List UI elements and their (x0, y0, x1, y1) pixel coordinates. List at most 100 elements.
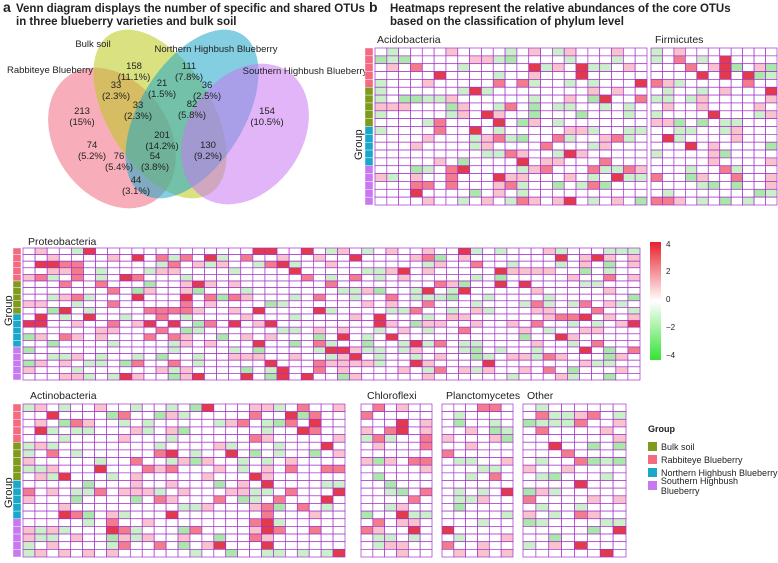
heatmap-cell-firmicutes (662, 134, 675, 143)
heatmap-cell-actinobacteria (118, 548, 131, 558)
heatmap-cell-proteobacteria (325, 274, 338, 282)
heatmap-cell-proteobacteria (179, 320, 193, 328)
heatmap-cell-proteobacteria (143, 340, 157, 348)
heatmap-cell-chloroflexi (419, 472, 433, 481)
heatmap-cell-proteobacteria (325, 287, 338, 295)
heatmap-cell-proteobacteria (470, 280, 484, 288)
heatmap-cell-firmicutes (650, 63, 663, 72)
heatmap-cell-proteobacteria (567, 247, 580, 255)
heatmap-cell-acidobacteria (599, 71, 612, 80)
heatmap-cell-chloroflexi (372, 541, 386, 550)
group-strip-cell (12, 434, 22, 443)
heatmap-cell-planctomycetes (500, 510, 514, 520)
heatmap-cell-proteobacteria (179, 267, 193, 275)
heatmap-cell-proteobacteria (603, 373, 617, 381)
heatmap-cell-chloroflexi (384, 441, 397, 451)
venn-region-count: 111 (182, 61, 196, 72)
legend-label: Bulk soil (661, 441, 695, 452)
heatmap-cell-proteobacteria (216, 280, 230, 288)
heatmap-cell-acidobacteria (433, 196, 447, 206)
venn-region-count: 158 (126, 61, 142, 72)
heatmap-cell-proteobacteria (240, 313, 254, 321)
heatmap-cell-proteobacteria (385, 346, 399, 354)
heatmap-cell-chloroflexi (384, 472, 397, 481)
heatmap-cell-other (599, 480, 614, 489)
heatmap-cell-firmicutes (662, 149, 675, 159)
heatmap-cell-acidobacteria (410, 94, 423, 104)
heatmap-cell-proteobacteria (554, 280, 568, 288)
heatmap-cell-proteobacteria (34, 254, 48, 262)
heatmap-cell-proteobacteria (433, 247, 447, 255)
group-strip-cell (12, 495, 22, 504)
heatmap-cell-acidobacteria (421, 94, 435, 104)
heatmap-cell-firmicutes (685, 188, 698, 198)
heatmap-cell-acidobacteria (563, 118, 577, 127)
heatmap-cell-proteobacteria (397, 353, 411, 361)
group-strip-cell (364, 47, 374, 57)
heatmap-cell-other (548, 533, 562, 543)
heatmap-cell-proteobacteria (603, 366, 617, 374)
heatmap-cell-proteobacteria (179, 346, 193, 354)
heatmap-cell-proteobacteria (433, 280, 447, 288)
heatmap-cell-firmicutes (673, 165, 686, 174)
heatmap-cell-proteobacteria (506, 307, 520, 315)
heatmap-cell-acidobacteria (504, 118, 518, 127)
heatmap-cell-acidobacteria (374, 102, 388, 112)
heatmap-cell-proteobacteria (252, 287, 266, 295)
heatmap-cell-proteobacteria (470, 346, 484, 354)
heatmap-cell-proteobacteria (567, 326, 580, 335)
heatmap-cell-proteobacteria (591, 373, 605, 381)
heatmap-cell-proteobacteria (458, 373, 471, 381)
heatmap-cell-proteobacteria (542, 254, 556, 262)
heatmap-title-actinobacteria: Actinobacteria (30, 390, 97, 402)
heatmap-cell-actinobacteria (106, 464, 119, 474)
heatmap-cell-proteobacteria (313, 340, 326, 348)
heatmap-cell-firmicutes (685, 55, 698, 65)
heatmap-cell-actinobacteria (285, 510, 298, 520)
heatmap-cell-proteobacteria (385, 300, 399, 308)
heatmap-cell-actinobacteria (189, 441, 203, 451)
heatmap-cell-acidobacteria (421, 79, 435, 88)
heatmap-cell-proteobacteria (373, 359, 387, 368)
heatmap-cell-acidobacteria (540, 165, 553, 174)
heatmap-cell-actinobacteria (261, 418, 274, 428)
heatmap-cell-acidobacteria (575, 79, 589, 88)
heatmap-cell-proteobacteria (34, 247, 48, 255)
heatmap-cell-actinobacteria (153, 503, 167, 512)
heatmap-cell-acidobacteria (386, 55, 400, 65)
heatmap-cell-proteobacteria (313, 320, 326, 328)
heatmap-cell-actinobacteria (261, 449, 274, 458)
heatmap-cell-proteobacteria (46, 346, 60, 354)
heatmap-cell-proteobacteria (615, 346, 629, 354)
heatmap-cell-proteobacteria (95, 280, 109, 288)
heatmap-cell-acidobacteria (445, 71, 459, 80)
heatmap-cell-proteobacteria (276, 313, 290, 321)
heatmap-cell-firmicutes (650, 141, 663, 151)
heatmap-cell-proteobacteria (131, 373, 145, 381)
heatmap-cell-proteobacteria (264, 260, 278, 269)
heatmap-cell-actinobacteria (106, 441, 119, 451)
heatmap-cell-actinobacteria (177, 548, 191, 558)
heatmap-cell-proteobacteria (240, 247, 254, 255)
heatmap-cell-actinobacteria (332, 441, 346, 451)
heatmap-cell-firmicutes (753, 94, 766, 104)
heatmap-cell-acidobacteria (528, 173, 541, 182)
heatmap-cell-actinobacteria (46, 510, 60, 520)
heatmap-cell-proteobacteria (554, 333, 568, 341)
heatmap-cell-actinobacteria (332, 472, 346, 481)
heatmap-cell-planctomycetes (488, 503, 502, 512)
venn-region-count: 82 (187, 99, 198, 110)
heatmap-cell-proteobacteria (46, 326, 60, 335)
heatmap-cell-other (548, 480, 562, 489)
color-scale: 4 2 0 −2 −4 (650, 240, 676, 360)
heatmap-cell-proteobacteria (58, 346, 72, 354)
heatmap-cell-planctomycetes (453, 487, 467, 497)
heatmap-cell-acidobacteria (634, 63, 648, 72)
heatmap-cell-acidobacteria (445, 63, 459, 72)
heatmap-cell-firmicutes (730, 47, 743, 57)
heatmap-cell-firmicutes (685, 86, 698, 96)
heatmap-cell-acidobacteria (398, 126, 411, 135)
heatmap-cell-proteobacteria (458, 340, 471, 348)
heatmap-cell-proteobacteria (518, 274, 532, 282)
heatmap-cell-proteobacteria (288, 307, 302, 315)
